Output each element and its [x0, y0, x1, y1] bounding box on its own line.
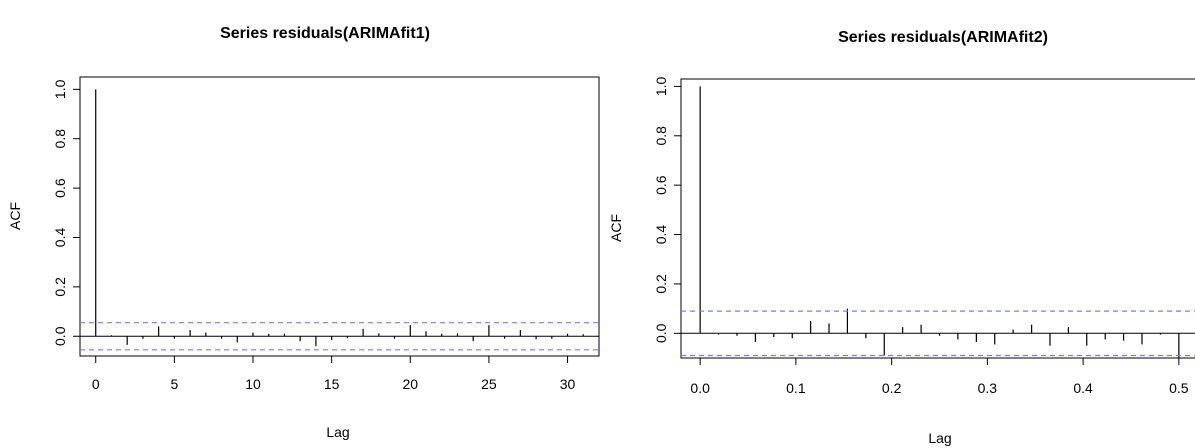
y-tick-label-right: 0.2: [653, 274, 669, 294]
x-tick-label-right: 0.1: [786, 380, 806, 396]
x-tick-label-left: 5: [170, 376, 178, 392]
y-tick-label-right: 0.0: [653, 323, 669, 343]
x-tick-label-left: 30: [560, 376, 576, 392]
y-tick-label-left: 0.4: [52, 228, 68, 248]
y-tick-label-left: 0.0: [52, 326, 68, 346]
x-tick-label-left: 0: [92, 376, 100, 392]
y-axis-left: 0.0 0.2 0.4 0.6 0.8 1.0: [52, 79, 80, 346]
x-tick-label-left: 20: [402, 376, 418, 392]
y-tick-label-right: 0.6: [653, 175, 669, 195]
x-tick-label-right: 0.2: [882, 380, 902, 396]
x-axis-right: 0.0 0.1 0.2 0.3 0.4 0.5: [690, 358, 1189, 396]
x-tick-label-right: 0.5: [1169, 380, 1189, 396]
x-axis-left: 0 5 10 15 20 25 30: [92, 356, 576, 392]
acf-panel-left: Series residuals(ARIMAfit1) ACF Lag 0.00…: [7, 25, 600, 440]
acf-bars-right: [681, 86, 1195, 358]
y-tick-label-right: 0.8: [653, 126, 669, 146]
y-tick-label-left: 0.8: [52, 129, 68, 149]
xlabel-right: Lag: [928, 430, 951, 446]
x-tick-label-right: 0.3: [978, 380, 998, 396]
x-tick-label-right: 0.0: [690, 380, 710, 396]
chart-title-left: Series residuals(ARIMAfit1): [220, 25, 430, 42]
acf-panel-right: Series residuals(ARIMAfit2) ACF Lag 0.00…: [608, 29, 1195, 446]
confidence-bands-left: [80, 322, 599, 351]
y-axis-right: 0.0 0.2 0.4 0.6 0.8 1.0: [653, 76, 681, 343]
y-tick-label-right: 0.4: [653, 225, 669, 245]
x-tick-label-right: 0.4: [1073, 380, 1093, 396]
plot-frame-left: [79, 76, 600, 357]
x-tick-label-left: 10: [245, 376, 261, 392]
x-tick-label-left: 25: [481, 376, 497, 392]
xlabel-left: Lag: [326, 424, 349, 440]
ylabel-left: ACF: [7, 202, 23, 230]
y-tick-label-left: 0.2: [52, 277, 68, 297]
y-tick-label-left: 1.0: [52, 79, 68, 99]
y-tick-label-right: 1.0: [653, 76, 669, 96]
plot-frame-right: [680, 78, 1195, 359]
acf-bars-left: [80, 89, 599, 347]
y-tick-label-left: 0.6: [52, 178, 68, 198]
ylabel-right: ACF: [608, 214, 624, 242]
x-tick-label-left: 15: [324, 376, 340, 392]
chart-title-right: Series residuals(ARIMAfit2): [838, 29, 1048, 46]
